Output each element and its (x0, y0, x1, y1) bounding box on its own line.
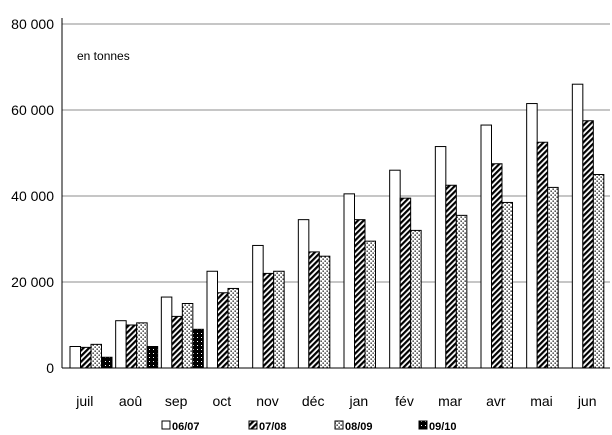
bar-07-08-8 (445, 184, 457, 369)
legend-label: 08/09 (345, 421, 373, 433)
x-tick-label: aoû (119, 393, 142, 409)
x-tick-label: déc (302, 393, 325, 409)
bar-08-09-7 (410, 229, 422, 369)
bar-06-07-7 (389, 169, 401, 369)
bar-07-08-0 (80, 346, 92, 369)
bar-07-08-3 (217, 292, 229, 369)
bar-07-08-11 (582, 120, 594, 369)
bar-09-10-1 (146, 346, 159, 369)
bar-06-07-5 (297, 219, 310, 369)
bar-07-08-1 (125, 324, 138, 369)
x-tick-label: mai (530, 393, 553, 409)
bar-07-08-2 (171, 315, 183, 369)
bar-06-07-0 (69, 346, 81, 369)
bar-08-09-6 (364, 240, 376, 369)
legend-swatch (418, 420, 428, 430)
x-tick-label: avr (486, 393, 506, 409)
y-tick-label: 0 (46, 360, 54, 376)
bar-07-08-5 (308, 251, 320, 369)
bar-06-07-3 (206, 270, 218, 369)
bar-06-07-2 (160, 296, 173, 369)
bar-08-09-5 (318, 255, 331, 369)
bar-08-09-1 (136, 322, 148, 369)
legend-label: 06/07 (172, 421, 200, 433)
bar-09-10-2 (192, 328, 204, 369)
bar-08-09-8 (455, 214, 468, 369)
bar-08-09-4 (273, 270, 285, 369)
x-tick-label: fév (395, 393, 414, 409)
bar-08-09-11 (592, 174, 605, 369)
y-tick-label: 60 000 (11, 102, 54, 118)
unit-label: en tonnes (77, 49, 130, 63)
legend-swatch (248, 420, 258, 430)
x-tick-label: oct (212, 393, 231, 409)
legend-label: 07/08 (259, 421, 287, 433)
x-tick-label: mar (438, 393, 462, 409)
y-tick-label: 20 000 (11, 274, 54, 290)
x-tick-label: jan (348, 393, 368, 409)
bar-08-09-0 (90, 343, 102, 369)
x-tick-label: jun (577, 393, 597, 409)
bar-08-09-10 (547, 186, 559, 369)
bar-06-07-11 (571, 83, 584, 369)
legend-swatch (334, 420, 344, 430)
bar-06-07-1 (115, 320, 127, 369)
x-tick-label: nov (256, 393, 279, 409)
bar-08-09-2 (181, 303, 194, 369)
bar-08-09-3 (227, 287, 239, 369)
bar-06-07-6 (343, 193, 355, 369)
bar-07-08-4 (262, 272, 275, 369)
bar-08-09-9 (501, 201, 513, 369)
bar-07-08-10 (536, 141, 549, 369)
bar-06-07-10 (526, 103, 538, 369)
bar-07-08-7 (399, 197, 412, 369)
y-tick-label: 40 000 (11, 188, 54, 204)
y-tick-label: 80 000 (11, 16, 54, 32)
legend-swatch (161, 420, 171, 430)
bar-07-08-6 (354, 219, 366, 369)
x-tick-label: juil (75, 393, 93, 409)
bar-07-08-9 (491, 163, 503, 369)
x-tick-label: sep (165, 393, 188, 409)
bar-06-07-4 (252, 244, 264, 369)
bar-06-07-9 (480, 124, 492, 369)
bar-09-10-0 (101, 356, 113, 369)
bar-06-07-8 (434, 146, 447, 369)
legend-label: 09/10 (429, 421, 457, 433)
